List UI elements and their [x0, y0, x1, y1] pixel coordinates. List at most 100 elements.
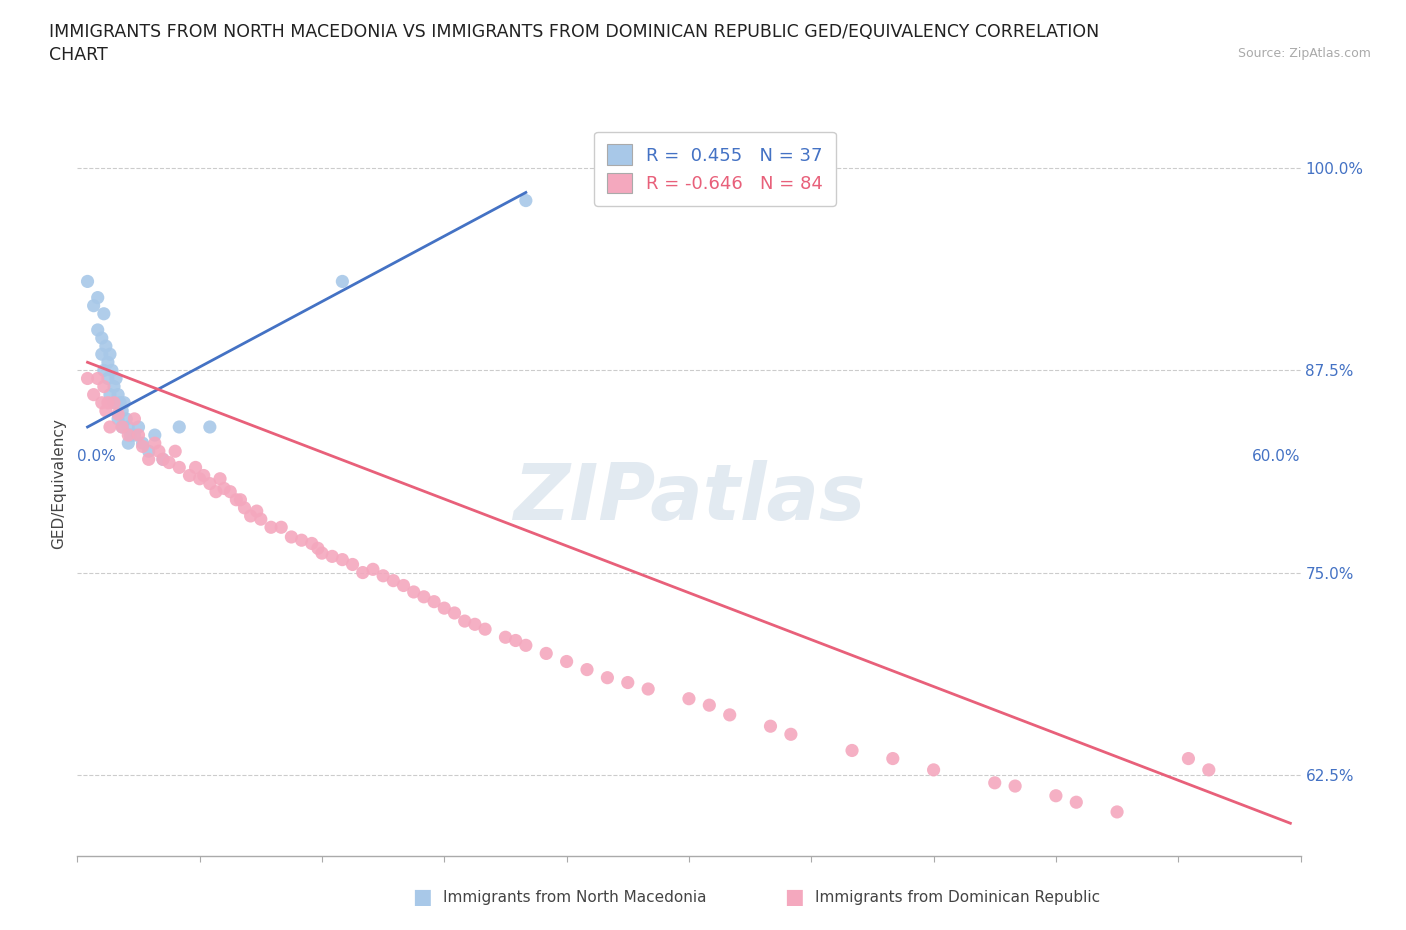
- Point: [596, 671, 619, 685]
- Point: [157, 455, 180, 470]
- Point: [321, 549, 343, 564]
- Point: [128, 419, 150, 434]
- Point: [841, 743, 863, 758]
- Point: [332, 552, 354, 567]
- Point: [219, 485, 242, 499]
- Point: [371, 568, 394, 583]
- Point: [103, 395, 125, 410]
- Point: [413, 590, 436, 604]
- Point: [678, 691, 700, 706]
- Point: [311, 546, 333, 561]
- Text: ■: ■: [412, 887, 432, 908]
- Point: [107, 411, 129, 426]
- Point: [76, 274, 98, 289]
- Point: [111, 404, 134, 418]
- Point: [131, 439, 153, 454]
- Point: [536, 646, 558, 661]
- Point: [443, 605, 465, 620]
- Point: [107, 387, 129, 402]
- Point: [555, 654, 578, 669]
- Point: [90, 330, 112, 345]
- Point: [342, 557, 364, 572]
- Point: [83, 387, 105, 402]
- Point: [250, 512, 273, 526]
- Text: Source: ZipAtlas.com: Source: ZipAtlas.com: [1237, 46, 1371, 60]
- Point: [93, 363, 115, 378]
- Point: [454, 614, 477, 629]
- Point: [131, 436, 153, 451]
- Point: [239, 509, 262, 524]
- Point: [148, 444, 170, 458]
- Point: [143, 428, 166, 443]
- Point: [505, 633, 527, 648]
- Point: [1045, 789, 1067, 804]
- Point: [193, 468, 215, 483]
- Text: Immigrants from Dominican Republic: Immigrants from Dominican Republic: [815, 890, 1101, 905]
- Point: [260, 520, 283, 535]
- Point: [332, 274, 354, 289]
- Point: [112, 395, 135, 410]
- Point: [280, 529, 302, 544]
- Point: [117, 419, 139, 434]
- Text: ■: ■: [785, 887, 804, 908]
- Point: [205, 485, 228, 499]
- Point: [759, 719, 782, 734]
- Point: [291, 533, 314, 548]
- Point: [198, 476, 221, 491]
- Point: [922, 763, 945, 777]
- Point: [382, 573, 405, 588]
- Point: [124, 428, 146, 443]
- Point: [97, 371, 120, 386]
- Point: [111, 419, 134, 434]
- Text: Immigrants from North Macedonia: Immigrants from North Macedonia: [443, 890, 706, 905]
- Point: [152, 452, 174, 467]
- Point: [94, 339, 117, 353]
- Point: [699, 698, 721, 712]
- Point: [352, 565, 374, 580]
- Point: [515, 193, 537, 208]
- Point: [617, 675, 640, 690]
- Point: [361, 562, 384, 577]
- Point: [1066, 795, 1088, 810]
- Point: [984, 776, 1007, 790]
- Point: [93, 379, 115, 394]
- Point: [1004, 778, 1026, 793]
- Point: [98, 347, 121, 362]
- Text: ZIPatlas: ZIPatlas: [513, 460, 865, 537]
- Point: [233, 500, 256, 515]
- Point: [93, 306, 115, 321]
- Point: [98, 387, 121, 402]
- Point: [179, 468, 201, 483]
- Point: [392, 578, 415, 593]
- Point: [423, 594, 446, 609]
- Point: [124, 411, 146, 426]
- Point: [515, 638, 537, 653]
- Point: [105, 371, 128, 386]
- Point: [97, 355, 120, 370]
- Point: [1107, 804, 1129, 819]
- Point: [307, 541, 329, 556]
- Legend: R =  0.455   N = 37, R = -0.646   N = 84: R = 0.455 N = 37, R = -0.646 N = 84: [593, 132, 837, 206]
- Point: [433, 601, 456, 616]
- Point: [495, 630, 517, 644]
- Point: [474, 622, 496, 637]
- Point: [90, 347, 112, 362]
- Point: [87, 323, 110, 338]
- Point: [209, 472, 232, 486]
- Point: [229, 492, 252, 507]
- Point: [464, 617, 486, 631]
- Point: [1177, 751, 1199, 766]
- Point: [103, 379, 125, 394]
- Point: [107, 406, 129, 421]
- Point: [1198, 763, 1220, 777]
- Point: [169, 419, 191, 434]
- Point: [882, 751, 904, 766]
- Point: [780, 727, 803, 742]
- Point: [94, 404, 117, 418]
- Point: [111, 419, 134, 434]
- Point: [637, 682, 659, 697]
- Text: CHART: CHART: [49, 46, 108, 64]
- Point: [128, 428, 150, 443]
- Point: [301, 536, 323, 551]
- Point: [98, 419, 121, 434]
